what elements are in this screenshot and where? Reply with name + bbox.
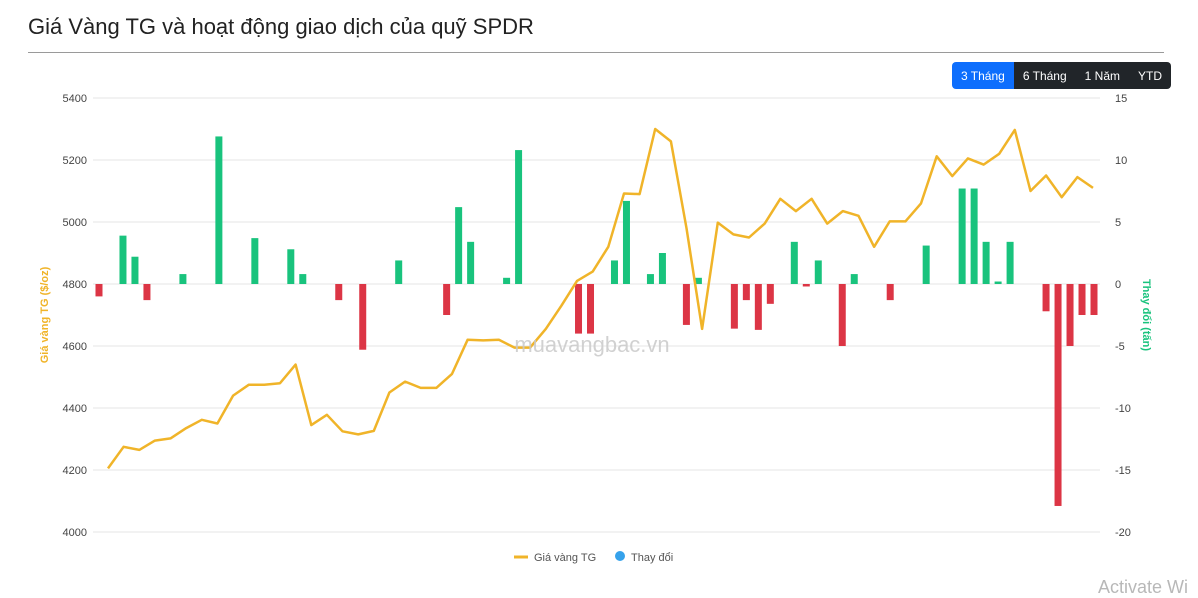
- bar: [850, 274, 858, 284]
- bar: [1066, 284, 1074, 346]
- bar: [982, 241, 990, 284]
- legend-bar-label[interactable]: Thay đổi: [631, 552, 673, 564]
- bar: [790, 241, 798, 284]
- bar: [455, 207, 463, 284]
- bar: [1054, 284, 1062, 506]
- bar: [970, 188, 978, 284]
- right-axis-label: Thay đổi (tấn): [1140, 279, 1152, 351]
- right-tick-label: 0: [1115, 279, 1121, 291]
- right-tick-label: 10: [1115, 155, 1127, 167]
- right-tick-label: -5: [1115, 341, 1125, 353]
- right-tick-label: 5: [1115, 217, 1121, 229]
- legend-line-label[interactable]: Giá vàng TG: [534, 552, 596, 564]
- bar: [95, 284, 103, 297]
- range-ytd-button[interactable]: YTD: [1129, 62, 1171, 89]
- bar: [251, 238, 259, 284]
- range-3-months-button[interactable]: 3 Tháng: [952, 62, 1014, 89]
- right-tick-label: 15: [1115, 93, 1127, 105]
- left-tick-label: 5400: [63, 93, 87, 105]
- bar: [1006, 241, 1014, 284]
- bar: [335, 284, 343, 301]
- bar: [287, 249, 295, 284]
- bar: [646, 274, 654, 284]
- chart-title: Giá Vàng TG và hoạt động giao dịch của q…: [28, 14, 534, 39]
- bar: [1042, 284, 1050, 312]
- bar: [886, 284, 894, 301]
- left-tick-label: 5200: [63, 155, 87, 167]
- bar: [299, 274, 307, 284]
- os-activation-watermark: Activate Wi: [1098, 577, 1189, 597]
- bar: [802, 284, 810, 287]
- left-tick-label: 4600: [63, 341, 87, 353]
- bar: [575, 284, 583, 334]
- bar: [682, 284, 690, 325]
- left-axis: 4000 4200 4400 4600 4800 5000 5200 5400: [63, 93, 87, 539]
- grid-lines: [93, 97, 1100, 533]
- bar: [922, 245, 930, 284]
- bar: [994, 281, 1002, 284]
- right-tick-label: -10: [1115, 403, 1131, 415]
- bar: [658, 253, 666, 284]
- bar: [730, 284, 738, 329]
- bar: [443, 284, 451, 315]
- right-tick-label: -20: [1115, 527, 1131, 539]
- bar: [766, 284, 774, 304]
- bar: [395, 260, 403, 284]
- bar: [503, 277, 511, 284]
- left-axis-label: Giá vàng TG ($/oz): [39, 266, 51, 363]
- bar: [143, 284, 151, 301]
- right-tick-label: -15: [1115, 465, 1131, 477]
- line-series: [106, 127, 1094, 470]
- bar: [215, 136, 223, 284]
- bar: [958, 188, 966, 284]
- bar: [587, 284, 595, 334]
- bar: [694, 277, 702, 284]
- bar: [610, 260, 618, 284]
- bar: [742, 284, 750, 301]
- bar: [838, 284, 846, 346]
- range-selector: 3 Tháng 6 Tháng 1 Năm YTD: [952, 62, 1171, 89]
- bar: [622, 200, 630, 284]
- right-axis: -20 -15 -10 -5 0 5 10 15: [1115, 93, 1131, 539]
- left-tick-label: 4200: [63, 465, 87, 477]
- bar: [179, 274, 187, 284]
- bar-series: [95, 136, 1098, 506]
- bar: [467, 241, 475, 284]
- range-1-year-button[interactable]: 1 Năm: [1075, 62, 1129, 89]
- bar: [131, 256, 139, 284]
- range-6-months-button[interactable]: 6 Tháng: [1013, 62, 1076, 89]
- watermark-text: muavangbac.vn: [514, 332, 669, 357]
- bar: [754, 284, 762, 330]
- legend-bar-swatch: [615, 551, 625, 561]
- left-tick-label: 5000: [63, 217, 87, 229]
- bar: [515, 150, 523, 284]
- left-tick-label: 4400: [63, 403, 87, 415]
- bar: [359, 284, 367, 350]
- bar: [119, 235, 127, 284]
- bar: [1078, 284, 1086, 315]
- bar: [1090, 284, 1098, 315]
- left-tick-label: 4000: [63, 527, 87, 539]
- title-divider: [28, 52, 1164, 53]
- bar: [814, 260, 822, 284]
- left-tick-label: 4800: [63, 279, 87, 291]
- price-line: [106, 127, 1094, 470]
- legend: Giá vàng TG Thay đổi: [514, 551, 673, 564]
